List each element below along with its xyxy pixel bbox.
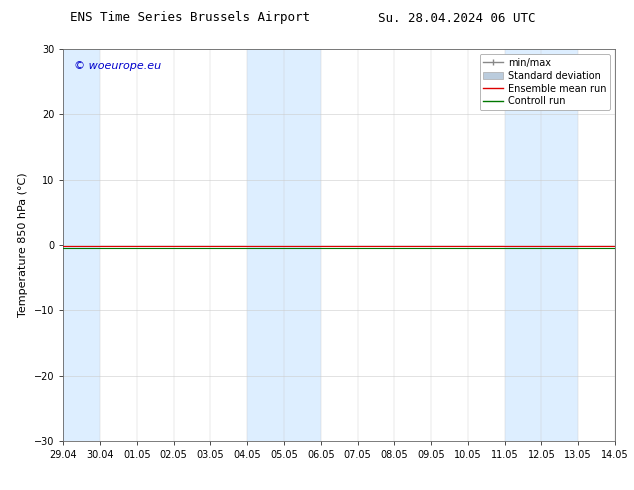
Text: © woeurope.eu: © woeurope.eu — [74, 61, 162, 71]
Legend: min/max, Standard deviation, Ensemble mean run, Controll run: min/max, Standard deviation, Ensemble me… — [479, 54, 610, 110]
Text: ENS Time Series Brussels Airport: ENS Time Series Brussels Airport — [70, 11, 310, 24]
Bar — [247, 49, 321, 441]
Y-axis label: Temperature 850 hPa (°C): Temperature 850 hPa (°C) — [18, 172, 29, 318]
Bar — [505, 49, 578, 441]
Bar — [63, 49, 100, 441]
Text: Su. 28.04.2024 06 UTC: Su. 28.04.2024 06 UTC — [378, 11, 535, 24]
